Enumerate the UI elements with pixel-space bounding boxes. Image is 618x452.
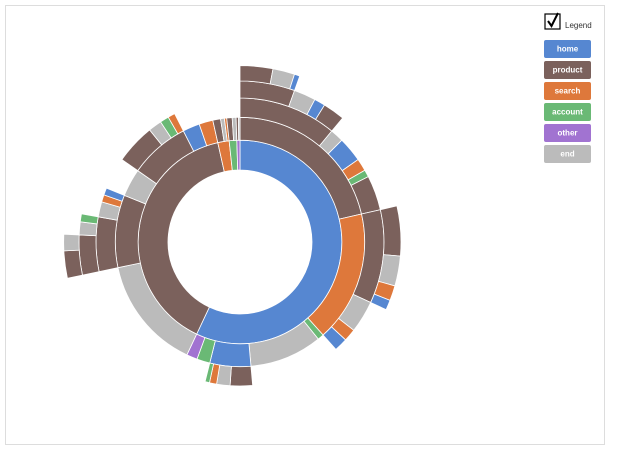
legend-label: other — [558, 129, 578, 138]
legend-label: product — [553, 66, 583, 75]
legend-swatch — [544, 82, 591, 100]
arc — [229, 365, 254, 387]
chart-frame — [5, 5, 605, 445]
legend-label: end — [560, 150, 574, 159]
legend-label: account — [552, 108, 583, 117]
legend-checkmark — [547, 12, 559, 28]
arc — [239, 65, 274, 85]
arc — [63, 249, 83, 279]
legend-swatch — [544, 40, 591, 58]
legend-swatch — [544, 145, 591, 163]
arc — [238, 116, 241, 141]
legend: Legend home product search account other end — [544, 12, 592, 163]
arc — [79, 213, 99, 225]
arc — [95, 216, 119, 273]
legend-swatch — [544, 61, 591, 79]
legend-swatch — [544, 124, 591, 142]
legend-label: search — [555, 87, 581, 96]
legend-swatch — [544, 103, 591, 121]
arc — [63, 233, 80, 252]
legend-checkbox[interactable] — [544, 13, 561, 30]
legend-title: Legend — [565, 21, 592, 30]
arc — [78, 234, 100, 276]
arc — [236, 139, 241, 171]
sunburst — [63, 65, 402, 387]
legend-label: home — [557, 45, 579, 54]
arc — [209, 340, 252, 368]
